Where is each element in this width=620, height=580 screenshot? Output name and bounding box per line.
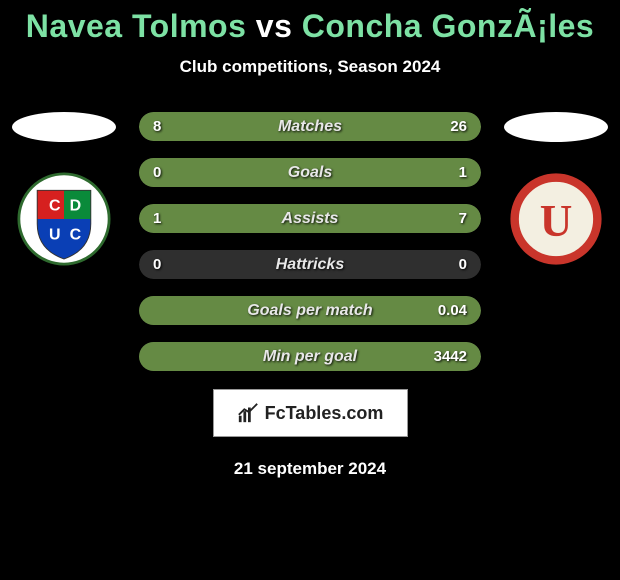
stat-value-left: 8 [153, 112, 161, 141]
stat-label: Min per goal [139, 342, 481, 371]
stat-bar: Assists1 7 [139, 204, 481, 233]
branding-text: FcTables.com [265, 403, 384, 424]
stat-value-right: 0 [459, 250, 467, 279]
stat-bar: Hattricks0 0 [139, 250, 481, 279]
stat-value-right: 26 [450, 112, 467, 141]
player1-avatar-placeholder [12, 112, 116, 142]
subtitle: Club competitions, Season 2024 [0, 57, 620, 77]
branding-box: FcTables.com [213, 389, 408, 437]
svg-text:C: C [49, 198, 61, 215]
player2-avatar-placeholder [504, 112, 608, 142]
title-vs: vs [256, 8, 293, 44]
page-title: Navea Tolmos vs Concha GonzÃ¡les [0, 8, 620, 45]
root: Navea Tolmos vs Concha GonzÃ¡les Club co… [0, 0, 620, 479]
stat-label: Goals [139, 158, 481, 187]
stat-value-left: 0 [153, 158, 161, 187]
svg-text:C: C [70, 227, 82, 244]
fctables-icon [237, 402, 259, 424]
stat-value-right: 7 [459, 204, 467, 233]
svg-text:U: U [539, 196, 572, 246]
stat-label: Goals per match [139, 296, 481, 325]
stat-bar: Goals0 1 [139, 158, 481, 187]
club-left-badge: C D U C [17, 172, 111, 266]
stat-bar: Goals per match0.04 [139, 296, 481, 325]
stat-label: Assists [139, 204, 481, 233]
stat-value-right: 3442 [434, 342, 467, 371]
stat-value-right: 1 [459, 158, 467, 187]
stat-label: Hattricks [139, 250, 481, 279]
title-player1: Navea Tolmos [26, 8, 247, 44]
title-player2: Concha GonzÃ¡les [302, 8, 594, 44]
stat-bar: Matches8 26 [139, 112, 481, 141]
right-column: U [496, 112, 615, 266]
date-line: 21 september 2024 [0, 459, 620, 479]
stat-value-left: 0 [153, 250, 161, 279]
stat-value-right: 0.04 [438, 296, 467, 325]
svg-text:D: D [70, 198, 82, 215]
club-right-badge: U [509, 172, 603, 266]
stat-bar: Min per goal3442 [139, 342, 481, 371]
main-row: C D U C Matches826Goals01Assists17Hattri… [0, 112, 620, 371]
left-column: C D U C [5, 112, 124, 266]
stat-value-left: 1 [153, 204, 161, 233]
stats-bars: Matches826Goals01Assists17Hattricks00Goa… [139, 112, 481, 371]
svg-text:U: U [49, 227, 61, 244]
stat-label: Matches [139, 112, 481, 141]
